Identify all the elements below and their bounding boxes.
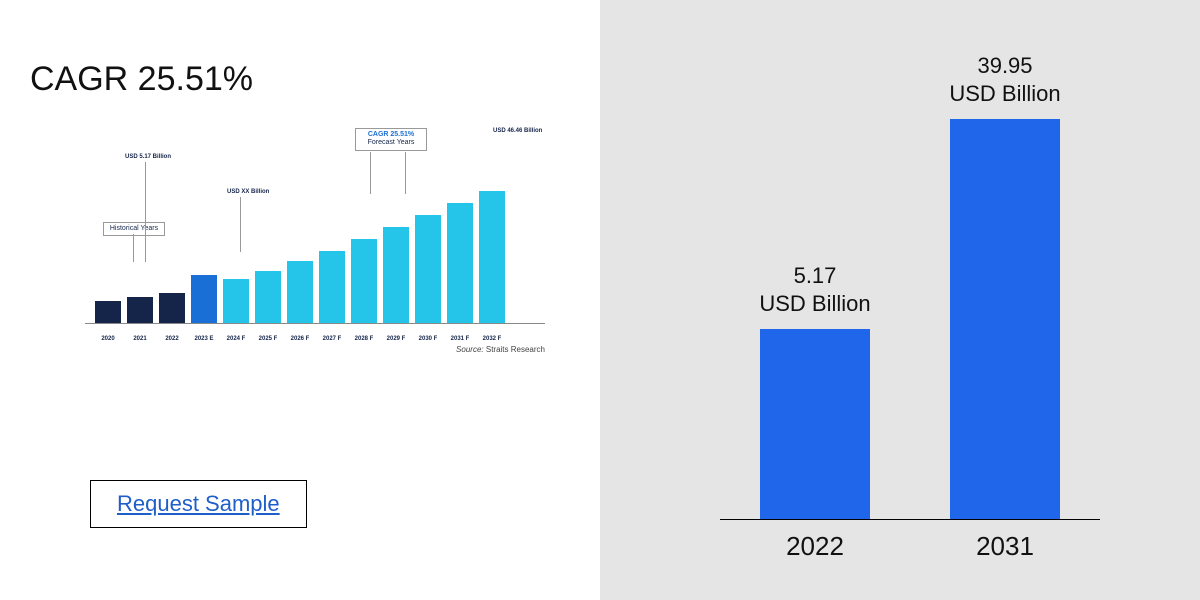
source-credit: Source: Straits Research bbox=[456, 345, 545, 354]
callout-usd-2032: USD 46.46 Billion bbox=[493, 128, 542, 134]
mini-bar bbox=[191, 275, 217, 323]
mini-x-label: 2029 F bbox=[383, 336, 409, 342]
mini-x-label: 2026 F bbox=[287, 336, 313, 342]
mini-x-label: 2020 bbox=[95, 336, 121, 342]
mini-x-label: 2022 bbox=[159, 336, 185, 342]
request-sample-button[interactable]: Request Sample bbox=[90, 480, 307, 528]
mini-bar bbox=[351, 239, 377, 323]
big-x-label: 2031 bbox=[930, 531, 1080, 562]
request-sample-link[interactable]: Request Sample bbox=[117, 491, 280, 516]
mini-x-axis: 2020 2021 2022 2023 E 2024 F 2025 F 2026 F 2027… bbox=[95, 336, 505, 342]
mini-x-label: 2024 F bbox=[223, 336, 249, 342]
mini-x-label: 2032 F bbox=[479, 336, 505, 342]
mini-bar bbox=[255, 271, 281, 323]
big-bars-row: 5.17USD Billion39.95USD Billion bbox=[720, 90, 1100, 520]
big-chart: 5.17USD Billion39.95USD Billion 20222031 bbox=[720, 30, 1100, 580]
mini-bar bbox=[383, 227, 409, 323]
mini-bar bbox=[287, 261, 313, 323]
mini-x-label: 2028 F bbox=[351, 336, 377, 342]
big-bar-group bbox=[740, 329, 890, 519]
big-bar-group bbox=[930, 119, 1080, 519]
mini-x-label: 2027 F bbox=[319, 336, 345, 342]
mini-bar bbox=[95, 301, 121, 323]
big-bar bbox=[760, 329, 870, 519]
right-panel: 5.17USD Billion39.95USD Billion 20222031 bbox=[600, 0, 1200, 600]
mini-x-label: 2023 E bbox=[191, 336, 217, 342]
mini-bar bbox=[415, 215, 441, 323]
big-value-label: 5.17USD Billion bbox=[730, 262, 900, 317]
left-panel: CAGR 25.51% USD 5.17 Billion USD XX Bill… bbox=[0, 0, 600, 600]
mini-bar bbox=[159, 293, 185, 323]
mini-bar bbox=[447, 203, 473, 323]
mini-bars-row bbox=[95, 191, 505, 323]
mini-bar bbox=[319, 251, 345, 323]
big-bar bbox=[950, 119, 1060, 519]
mini-x-label: 2021 bbox=[127, 336, 153, 342]
big-value-label: 39.95USD Billion bbox=[920, 52, 1090, 107]
callout-cagr-forecast: CAGR 25.51% Forecast Years bbox=[355, 128, 427, 151]
mini-bar bbox=[223, 279, 249, 323]
callout-usd-2022: USD 5.17 Billion bbox=[125, 154, 171, 160]
mini-x-label: 2031 F bbox=[447, 336, 473, 342]
cagr-heading: CAGR 25.51% bbox=[30, 60, 570, 99]
base-year-label: Base Year bbox=[185, 255, 191, 279]
mini-chart: USD 5.17 Billion USD XX Billion USD 46.4… bbox=[85, 134, 545, 354]
mini-chart-plot: Base Year bbox=[85, 174, 545, 324]
mini-x-label: 2025 F bbox=[255, 336, 281, 342]
mini-bar bbox=[127, 297, 153, 323]
big-x-axis: 2022 2031 bbox=[720, 531, 1100, 562]
mini-bar bbox=[479, 191, 505, 323]
mini-x-label: 2030 F bbox=[415, 336, 441, 342]
big-x-label: 2022 bbox=[740, 531, 890, 562]
